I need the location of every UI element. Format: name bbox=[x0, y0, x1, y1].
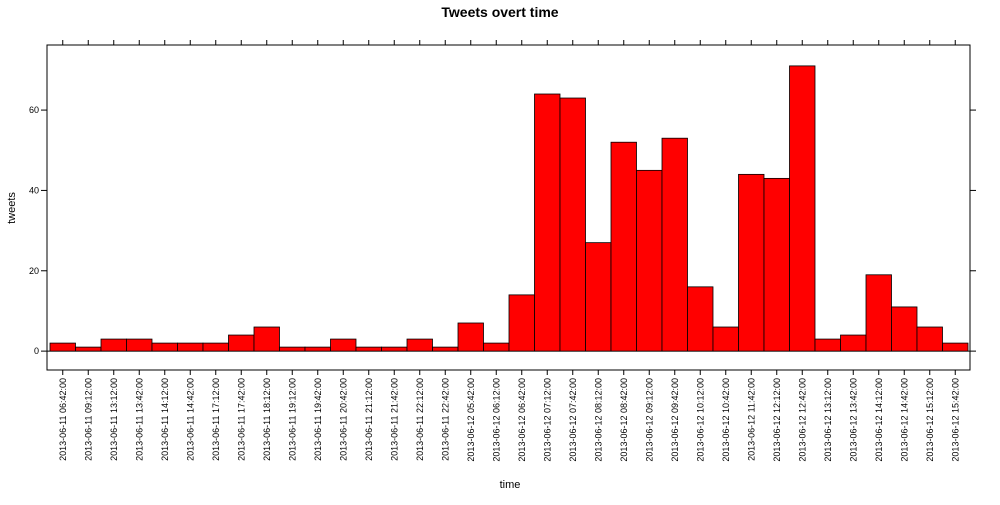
bar bbox=[687, 286, 714, 352]
bar bbox=[738, 173, 765, 352]
bar bbox=[891, 306, 918, 352]
bar bbox=[355, 346, 382, 352]
x-tick-label: 2013-06-11 21:12:00 bbox=[364, 378, 374, 461]
x-tick-label: 2013-06-11 21:42:00 bbox=[389, 378, 399, 461]
x-tick-label: 2013-06-11 14:12:00 bbox=[160, 378, 170, 461]
x-tick-label: 2013-06-12 15:42:00 bbox=[950, 378, 960, 462]
x-tick-label: 2013-06-12 07:42:00 bbox=[568, 378, 578, 462]
x-tick-label: 2013-06-11 19:12:00 bbox=[287, 378, 297, 461]
x-tick-label: 2013-06-12 08:42:00 bbox=[619, 378, 629, 462]
bar bbox=[814, 338, 841, 352]
bar bbox=[559, 97, 586, 352]
chart-title: Tweets overt time bbox=[441, 4, 558, 20]
x-tick-label: 2013-06-12 15:12:00 bbox=[925, 378, 935, 462]
x-tick-label: 2013-06-12 12:12:00 bbox=[772, 378, 782, 462]
x-tick-label: 2013-06-12 06:12:00 bbox=[491, 378, 501, 462]
x-tick-label: 2013-06-11 06:42:00 bbox=[58, 378, 68, 461]
bar bbox=[916, 326, 943, 352]
bar bbox=[49, 342, 76, 352]
bar bbox=[534, 93, 561, 352]
bar bbox=[202, 342, 229, 352]
y-tick-label: 40 bbox=[29, 185, 39, 195]
x-tick-label: 2013-06-12 14:12:00 bbox=[874, 378, 884, 462]
bar bbox=[151, 342, 178, 352]
x-axis-label: time bbox=[500, 479, 521, 491]
x-tick-label: 2013-06-11 20:42:00 bbox=[338, 378, 348, 461]
bar bbox=[304, 346, 331, 352]
bar bbox=[126, 338, 153, 352]
x-tick-label: 2013-06-12 11:42:00 bbox=[746, 378, 756, 461]
bar bbox=[483, 342, 510, 352]
x-tick-label: 2013-06-12 10:42:00 bbox=[721, 378, 731, 462]
x-tick-label: 2013-06-12 12:42:00 bbox=[797, 378, 807, 462]
x-tick-label: 2013-06-12 13:12:00 bbox=[823, 378, 833, 462]
x-tick-label: 2013-06-12 09:42:00 bbox=[670, 378, 680, 462]
bar bbox=[406, 338, 433, 352]
bar bbox=[865, 274, 892, 352]
x-tick-label: 2013-06-11 22:42:00 bbox=[440, 378, 450, 461]
x-tick-label: 2013-06-12 09:12:00 bbox=[644, 378, 654, 462]
bar bbox=[508, 294, 535, 352]
bar bbox=[636, 169, 663, 352]
x-tick-label: 2013-06-11 13:42:00 bbox=[134, 378, 144, 461]
bar bbox=[610, 141, 637, 352]
y-tick-label: 20 bbox=[29, 266, 39, 276]
x-tick-label: 2013-06-11 17:12:00 bbox=[211, 378, 221, 461]
bar bbox=[330, 338, 357, 352]
x-tick-label: 2013-06-11 19:42:00 bbox=[313, 378, 323, 461]
bar bbox=[75, 346, 102, 352]
y-tick-label: 0 bbox=[34, 346, 39, 356]
plot-frame bbox=[46, 44, 971, 371]
bar bbox=[228, 334, 255, 352]
bar bbox=[661, 137, 688, 352]
x-tick-label: 2013-06-11 09:12:00 bbox=[83, 378, 93, 461]
bar bbox=[432, 346, 459, 352]
bar bbox=[457, 322, 484, 352]
bar bbox=[840, 334, 867, 352]
x-tick-label: 2013-06-11 13:12:00 bbox=[109, 378, 119, 461]
x-tick-label: 2013-06-12 14:42:00 bbox=[899, 378, 909, 462]
y-axis-label: tweets bbox=[6, 192, 18, 224]
bar bbox=[381, 346, 408, 352]
bar bbox=[789, 65, 816, 352]
x-tick-label: 2013-06-12 06:42:00 bbox=[517, 378, 527, 462]
x-tick-label: 2013-06-12 13:42:00 bbox=[848, 378, 858, 462]
bar bbox=[712, 326, 739, 352]
x-tick-label: 2013-06-11 17:42:00 bbox=[236, 378, 246, 461]
bar bbox=[585, 242, 612, 352]
x-tick-label: 2013-06-12 10:12:00 bbox=[695, 378, 705, 462]
y-tick-label: 60 bbox=[29, 105, 39, 115]
bar bbox=[763, 177, 790, 352]
x-tick-label: 2013-06-11 22:12:00 bbox=[415, 378, 425, 461]
x-tick-label: 2013-06-11 14:42:00 bbox=[185, 378, 195, 461]
bar bbox=[253, 326, 280, 352]
x-tick-label: 2013-06-12 08:12:00 bbox=[593, 378, 603, 462]
x-tick-label: 2013-06-11 18:12:00 bbox=[262, 378, 272, 461]
bar bbox=[177, 342, 204, 352]
x-tick-label: 2013-06-12 05:42:00 bbox=[466, 378, 476, 462]
bar bbox=[279, 346, 306, 352]
bar bbox=[942, 342, 969, 352]
bar bbox=[100, 338, 127, 352]
x-tick-label: 2013-06-12 07:12:00 bbox=[542, 378, 552, 462]
